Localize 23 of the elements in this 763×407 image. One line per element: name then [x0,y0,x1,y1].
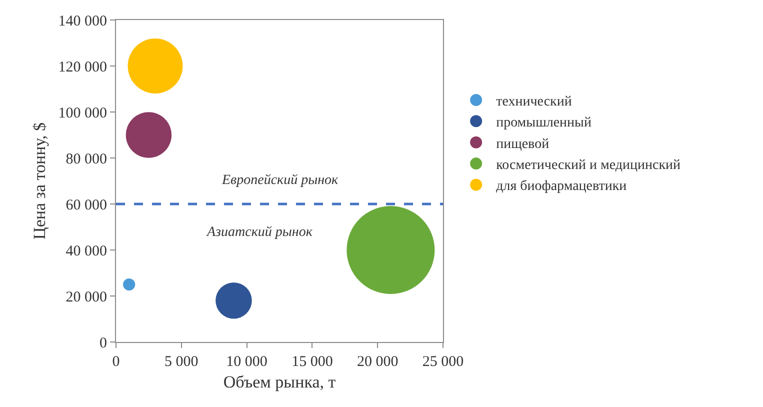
y-tick-label: 0 [100,335,107,352]
y-axis-title: Цена за тонну, $ [30,122,49,240]
y-tick-label: 80 000 [66,151,107,168]
x-tick-label: 5 000 [164,354,198,370]
x-tick-label: 25 000 [422,354,464,370]
y-tick-label: 60 000 [66,197,107,214]
y-tick-label: 120 000 [58,59,107,76]
y-tick-label: 20 000 [66,289,107,306]
x-axis-title: Объем рынка, т [223,372,336,392]
y-tick-label: 140 000 [58,13,107,30]
x-tick-label: 0 [112,354,120,370]
y-tick-label: 40 000 [66,243,107,260]
x-tick-label: 20 000 [356,354,398,370]
legend-label: технический [496,94,572,110]
legend-label: пищевой [496,136,550,152]
legend-label: промышленный [496,116,592,131]
y-tick-label: 100 000 [58,105,107,122]
x-tick-label: 15 000 [292,354,333,370]
legend-label: для биофармацевтики [496,179,628,194]
legend-label: косметический и медицинский [496,158,681,174]
x-tick-label: 10 000 [226,354,268,370]
annotation: Европейский рынок [221,173,339,188]
annotation: Азиатский рынок [206,225,313,240]
